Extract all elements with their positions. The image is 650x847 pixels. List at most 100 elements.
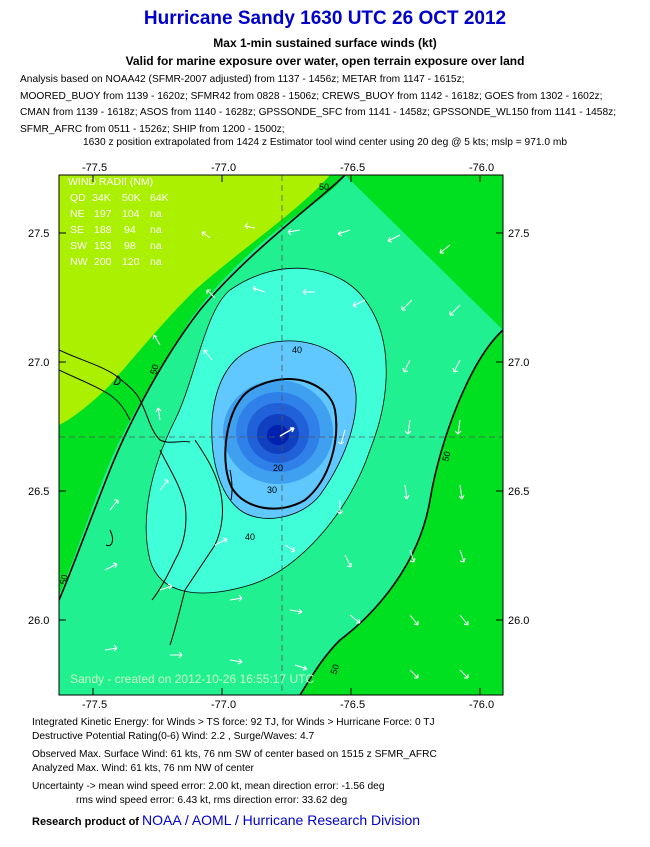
wind-radii-header: 50K bbox=[122, 192, 141, 204]
wind-arrow bbox=[159, 583, 173, 591]
wind-arrow bbox=[449, 304, 461, 316]
wind-arrow bbox=[229, 594, 243, 602]
contour-label: 50 bbox=[440, 450, 452, 462]
lon-tick-label: -77.5 bbox=[82, 699, 107, 711]
coastline-islet-2 bbox=[113, 375, 121, 385]
wind-arrow bbox=[203, 349, 213, 361]
wind-radii-cell: 188 bbox=[94, 224, 112, 236]
footer-energy: Integrated Kinetic Energy: for Winds > T… bbox=[32, 716, 435, 743]
wind-band-core-5 bbox=[267, 425, 289, 445]
lon-tick-label: -77.0 bbox=[211, 162, 236, 174]
wind-arrow bbox=[387, 234, 401, 243]
contour-label: 50 bbox=[319, 182, 329, 192]
lon-tick-label: -76.0 bbox=[469, 699, 494, 711]
wind-radii-cell: 197 bbox=[94, 208, 112, 220]
wind-radii-cell: SW bbox=[70, 240, 87, 252]
wind-arrow bbox=[214, 537, 228, 546]
research-prefix: Research product of bbox=[32, 816, 139, 828]
lat-tick-label: 26.0 bbox=[508, 615, 529, 627]
wind-vectors bbox=[104, 222, 469, 679]
analysis-line: CMAN from 1139 - 1618z; ASOS from 1140 -… bbox=[20, 107, 617, 118]
research-credit: Research product of NOAA / AOML / Hurric… bbox=[32, 812, 420, 828]
lon-tick-label: -76.5 bbox=[340, 162, 365, 174]
wind-arrow bbox=[402, 359, 411, 373]
lat-tick-label: 27.0 bbox=[28, 357, 49, 369]
wind-field-map: 50 50 50 50 40 40 30 20 50 WIND RADII (N… bbox=[28, 162, 529, 711]
wind-arrow bbox=[458, 484, 465, 500]
map-subtitle-exposure: Valid for marine exposure over water, op… bbox=[125, 54, 525, 68]
wind-arrow bbox=[459, 669, 469, 679]
wind-radii-header: 34K bbox=[92, 192, 111, 204]
wind-arrow bbox=[459, 614, 469, 626]
lon-tick-label: -76.0 bbox=[469, 162, 494, 174]
wind-arrow bbox=[159, 479, 169, 491]
wind-arrow bbox=[459, 549, 466, 563]
lat-tick-label: 26.5 bbox=[508, 486, 529, 498]
footer-max-wind: Observed Max. Surface Wind: 61 kts, 76 n… bbox=[32, 748, 437, 775]
wind-radii-header: 64K bbox=[150, 192, 169, 204]
map-watermark: Sandy - created on 2012-10-26 16:55:17 U… bbox=[70, 672, 314, 686]
wind-arrow bbox=[439, 244, 451, 254]
rms-error-line: rms wind speed error: 6.43 kt, rms direc… bbox=[76, 794, 348, 806]
wind-radii-header: QD bbox=[70, 192, 86, 204]
analysis-line: Analysis based on NOAA42 (SFMR-2007 adju… bbox=[20, 74, 465, 85]
wind-radii-cell: na bbox=[150, 224, 162, 236]
wind-arrow bbox=[409, 614, 419, 626]
wind-radii-cell: 120 bbox=[122, 256, 140, 268]
extrapolation-note: 1630 z position extrapolated from 1424 z… bbox=[82, 137, 568, 148]
analysis-line: SFMR_AFRC from 0511 - 1526z; SHIP from 1… bbox=[20, 123, 285, 135]
lat-tick-label: 26.5 bbox=[28, 486, 49, 498]
wind-arrow bbox=[454, 419, 462, 435]
wind-arrow bbox=[244, 222, 256, 230]
wind-arrow bbox=[409, 549, 416, 563]
contour-label: 20 bbox=[273, 463, 283, 473]
wind-arrow bbox=[229, 658, 243, 665]
wind-radii-cell: 104 bbox=[122, 208, 140, 220]
wind-radii-cell: NW bbox=[70, 256, 88, 268]
research-org-link[interactable]: NOAA / AOML / Hurricane Research Divisio… bbox=[142, 812, 421, 828]
contour-label: 50 bbox=[148, 363, 160, 375]
analysis-sources: Analysis based on NOAA42 (SFMR-2007 adju… bbox=[20, 72, 640, 138]
contour-label: 40 bbox=[245, 532, 255, 542]
uncertainty-line: Uncertainty -> mean wind speed error: 2.… bbox=[32, 781, 385, 792]
wind-arrow bbox=[104, 644, 118, 652]
coastline-abaco-inner bbox=[151, 449, 187, 601]
wind-radii-cell: na bbox=[150, 208, 162, 220]
coastline-grand-bahama-south bbox=[59, 369, 131, 421]
destructive-potential-line: Destructive Potential Rating(0-6) Wind: … bbox=[32, 730, 315, 742]
wind-arrow bbox=[252, 285, 266, 293]
map-subtitle: Max 1-min sustained surface winds (kt) bbox=[213, 36, 437, 50]
coastline-islet bbox=[105, 529, 114, 547]
contour-label: 40 bbox=[292, 345, 302, 355]
analyzed-max-wind-line: Analyzed Max. Wind: 61 kts, 76 nm NW of … bbox=[32, 762, 254, 774]
wind-arrow bbox=[104, 562, 118, 571]
storm-center-arrow bbox=[279, 427, 295, 437]
wind-arrow bbox=[401, 299, 413, 311]
wind-radii-cell: 153 bbox=[94, 240, 112, 252]
wind-arrow bbox=[206, 289, 216, 299]
wind-arrow bbox=[155, 407, 162, 421]
wind-arrow bbox=[201, 231, 211, 239]
lat-tick-label: 27.5 bbox=[28, 228, 49, 240]
lon-tick-label: -76.5 bbox=[340, 699, 365, 711]
wind-band-low bbox=[59, 175, 330, 425]
wind-radii-cell: na bbox=[150, 240, 162, 252]
coastline-grand-bahama bbox=[59, 349, 191, 443]
wind-arrow bbox=[409, 669, 419, 679]
wind-radii-table: WIND RADII (NM) QD 34K 50K 64K NE 197 10… bbox=[68, 176, 169, 268]
wind-radii-cell: NE bbox=[70, 208, 85, 220]
contour-label: 50 bbox=[328, 663, 341, 676]
wind-arrow bbox=[336, 500, 344, 515]
wind-arrow bbox=[294, 664, 308, 671]
axis-ticks bbox=[59, 175, 503, 695]
contour-50kt-west bbox=[59, 175, 346, 601]
wind-radii-cell: 94 bbox=[124, 224, 136, 236]
wind-arrow bbox=[289, 608, 303, 615]
axis-labels: -77.5 -77.0 -76.5 -76.0 -77.5 -77.0 -76.… bbox=[28, 162, 529, 711]
map-frame bbox=[58, 174, 504, 696]
lon-tick-label: -77.5 bbox=[82, 162, 107, 174]
wind-radii-cell: na bbox=[150, 256, 162, 268]
page-title: Hurricane Sandy 1630 UTC 26 OCT 2012 bbox=[143, 8, 507, 29]
wind-radii-cell: SE bbox=[70, 224, 84, 236]
wind-arrow bbox=[284, 544, 296, 553]
